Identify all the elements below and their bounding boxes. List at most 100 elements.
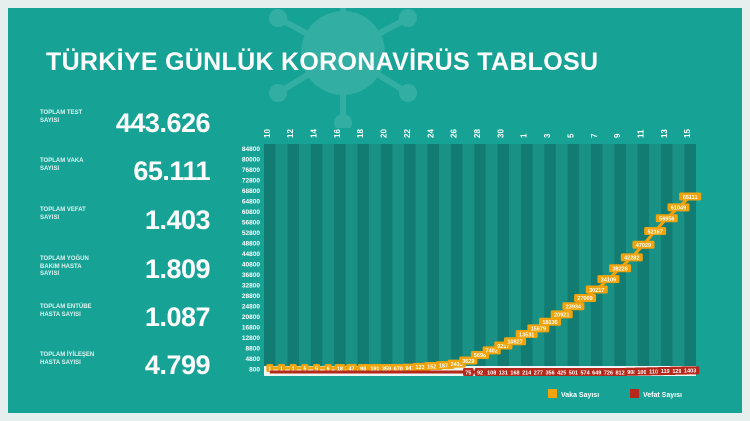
y-tick-label: 28800 [242,293,260,300]
plot-band [509,144,521,368]
stat-value: 1.403 [144,205,211,235]
stat-total-icu: TOPLAM YOĞUN BAKIM HASTA SAYISI 1.809 [40,254,211,294]
x-tick-label: 3 [543,133,552,138]
data-point-deaths [601,368,616,376]
plot-band [532,144,545,368]
plot-band [637,144,650,368]
data-label-cases: 13531 [519,332,534,338]
x-tick-label: 1 [520,133,529,138]
data-point-deaths [589,368,604,376]
legend-swatch [548,389,557,398]
data-point-cases [562,302,585,311]
x-tick-label: 10 [263,129,272,138]
y-tick-label: 24800 [242,304,260,311]
data-label-cases: 47029 [636,243,651,249]
stat-label: TOPLAM TEST SAYISI [40,110,83,124]
data-label-cases: 65111 [683,195,698,201]
x-tick-label: 30 [496,129,505,138]
plot-band [380,144,393,368]
data-label-cases: 5 [315,366,318,372]
stat-label: TOPLAM İYİLEŞEN HASTA SAYISI [40,352,95,366]
data-label-deaths: 1403 [684,369,696,375]
data-label-deaths: 92 [477,370,483,376]
y-tick-label: 20800 [242,314,260,321]
plot-band [427,144,440,368]
data-point-cases [301,364,309,372]
plot-band [555,144,568,368]
data-label-cases: 5 [303,366,306,372]
data-label-cases: 2433 [451,362,463,368]
data-point-deaths [566,368,581,376]
y-tick-label: 800 [249,367,260,374]
y-tick-label: 40800 [242,262,260,269]
data-label-cases: 1529 [427,364,439,370]
data-label-cases: 18135 [542,320,557,326]
stat-total-tests: TOPLAM TEST SAYISI 443.626 [40,108,211,148]
data-label-deaths: 1198 [661,369,673,375]
data-label-cases: 56956 [659,217,674,223]
x-tick-label: 12 [286,129,295,138]
y-tick-label: 84800 [242,146,260,153]
data-point-deaths [496,368,511,376]
data-label-deaths: 812 [616,370,625,376]
data-label-cases: 18 [337,366,343,372]
data-label-cases: 42282 [624,256,639,262]
x-tick-label: 16 [333,129,342,138]
data-point-deaths [507,368,523,376]
plot-band [345,144,358,368]
data-point-cases [289,364,297,372]
data-label-cases: 98 [360,366,366,372]
data-label-cases: 6 [327,366,330,372]
stat-label: TOPLAM ENTÜBE HASTA SAYISI [40,304,92,318]
data-label-deaths: 1006 [637,370,649,376]
data-point-cases [334,364,346,372]
data-label-cases: 1 [280,366,283,372]
y-tick-label: 76800 [242,167,260,174]
y-tick-label: 56800 [242,220,260,227]
virus-watermark-icon [269,8,417,128]
data-point-deaths [474,368,486,376]
plot-band [590,144,603,368]
data-label-cases: 38226 [612,266,627,272]
plot-band [579,144,591,368]
data-point-cases [679,192,702,201]
data-point-deaths [554,368,569,376]
stat-total-recovered: TOPLAM İYİLEŞEN HASTA SAYISI 4.799 [40,350,211,390]
data-label-cases: 1872 [439,363,451,369]
data-point-deaths [577,368,593,376]
data-point-deaths [531,368,546,376]
data-label-cases: 34109 [601,277,616,283]
plot-band [415,144,428,368]
data-label-cases: 5698 [474,353,486,359]
x-tick-label: 28 [473,129,482,138]
x-tick-label: 24 [426,129,435,138]
data-point-deaths [681,366,700,375]
data-label-deaths: 1101 [649,369,661,375]
data-point-cases [597,275,620,284]
data-point-cases [620,253,643,262]
data-point-cases [357,364,369,372]
data-point-cases [324,364,332,372]
data-point-cases [527,324,550,333]
y-tick-label: 32800 [242,283,260,290]
data-point-cases [266,364,274,372]
data-label-deaths: 501 [569,370,578,376]
stat-value: 65.111 [133,156,210,186]
data-label-deaths: 649 [592,370,601,376]
data-point-cases [644,227,667,236]
y-tick-label: 16800 [242,325,260,332]
y-tick-label: 8800 [246,346,261,353]
plot-band [369,144,381,368]
plot-band [264,144,276,368]
data-label-deaths: 131 [499,370,508,376]
plot-band [275,144,288,368]
x-tick-label: 14 [310,129,319,138]
plot-band [462,144,475,368]
plot-band [474,144,486,368]
x-tick-label: 26 [450,129,459,138]
data-label-cases: 20921 [554,313,569,319]
data-label-cases: 191 [370,366,379,372]
plot-band [485,144,498,368]
data-label-cases: 7402 [486,349,498,355]
stat-total-intubated: TOPLAM ENTÜBE HASTA SAYISI 1.087 [40,302,211,342]
